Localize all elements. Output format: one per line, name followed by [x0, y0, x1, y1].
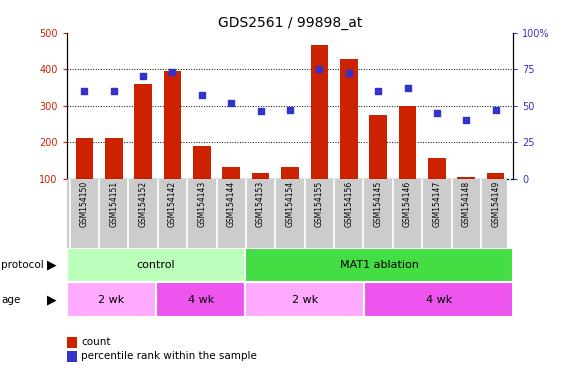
Bar	[135, 84, 152, 179]
Bar	[193, 146, 211, 179]
Bar	[75, 139, 93, 179]
Text: GSM154153: GSM154153	[256, 180, 265, 227]
Text: GSM154148: GSM154148	[462, 180, 471, 227]
Text: GSM154151: GSM154151	[109, 180, 118, 227]
Text: 4 wk: 4 wk	[187, 295, 214, 305]
Point	[432, 110, 441, 116]
Text: GSM154146: GSM154146	[403, 180, 412, 227]
Point	[491, 107, 501, 113]
Bar	[364, 282, 513, 317]
Bar	[398, 106, 416, 179]
Text: GSM154142: GSM154142	[168, 180, 177, 227]
Bar	[105, 139, 122, 179]
Text: percentile rank within the sample: percentile rank within the sample	[81, 351, 257, 361]
Text: GSM154149: GSM154149	[491, 180, 500, 227]
Bar	[164, 71, 182, 179]
Bar	[67, 248, 245, 282]
Text: GSM154150: GSM154150	[80, 180, 89, 227]
Bar	[340, 59, 358, 179]
Bar	[281, 167, 299, 179]
Bar	[156, 282, 245, 317]
Text: GSM154154: GSM154154	[285, 180, 295, 227]
Text: protocol: protocol	[1, 260, 44, 270]
Point	[256, 108, 265, 114]
Bar	[458, 177, 475, 179]
Text: MAT1 ablation: MAT1 ablation	[340, 260, 419, 270]
Text: GSM154144: GSM154144	[227, 180, 235, 227]
Bar	[245, 248, 513, 282]
Point	[285, 107, 295, 113]
Point	[462, 117, 471, 123]
Text: 2 wk: 2 wk	[292, 295, 318, 305]
Bar	[222, 167, 240, 179]
Bar	[252, 173, 270, 179]
Bar	[310, 45, 328, 179]
Text: count: count	[81, 337, 111, 347]
Text: ▶: ▶	[48, 258, 57, 271]
Text: control: control	[137, 260, 175, 270]
Text: GSM154147: GSM154147	[433, 180, 441, 227]
Point	[374, 88, 383, 94]
Text: ▶: ▶	[48, 293, 57, 306]
Bar	[428, 159, 445, 179]
Text: GSM154152: GSM154152	[139, 180, 147, 227]
Bar	[245, 282, 364, 317]
Text: 2 wk: 2 wk	[98, 295, 125, 305]
Point	[168, 69, 177, 75]
Text: 4 wk: 4 wk	[426, 295, 452, 305]
Point	[197, 92, 206, 98]
Text: GSM154156: GSM154156	[345, 180, 353, 227]
Point	[315, 66, 324, 72]
Point	[344, 70, 353, 76]
Text: age: age	[1, 295, 20, 305]
Point	[227, 99, 236, 106]
Bar	[67, 282, 156, 317]
Bar	[487, 173, 505, 179]
Text: GSM154143: GSM154143	[197, 180, 206, 227]
Text: GSM154145: GSM154145	[374, 180, 383, 227]
Point	[79, 88, 89, 94]
Point	[109, 88, 118, 94]
Text: GSM154155: GSM154155	[315, 180, 324, 227]
Point	[403, 85, 412, 91]
Bar	[369, 115, 387, 179]
Title: GDS2561 / 99898_at: GDS2561 / 99898_at	[218, 16, 362, 30]
Point	[139, 73, 148, 79]
